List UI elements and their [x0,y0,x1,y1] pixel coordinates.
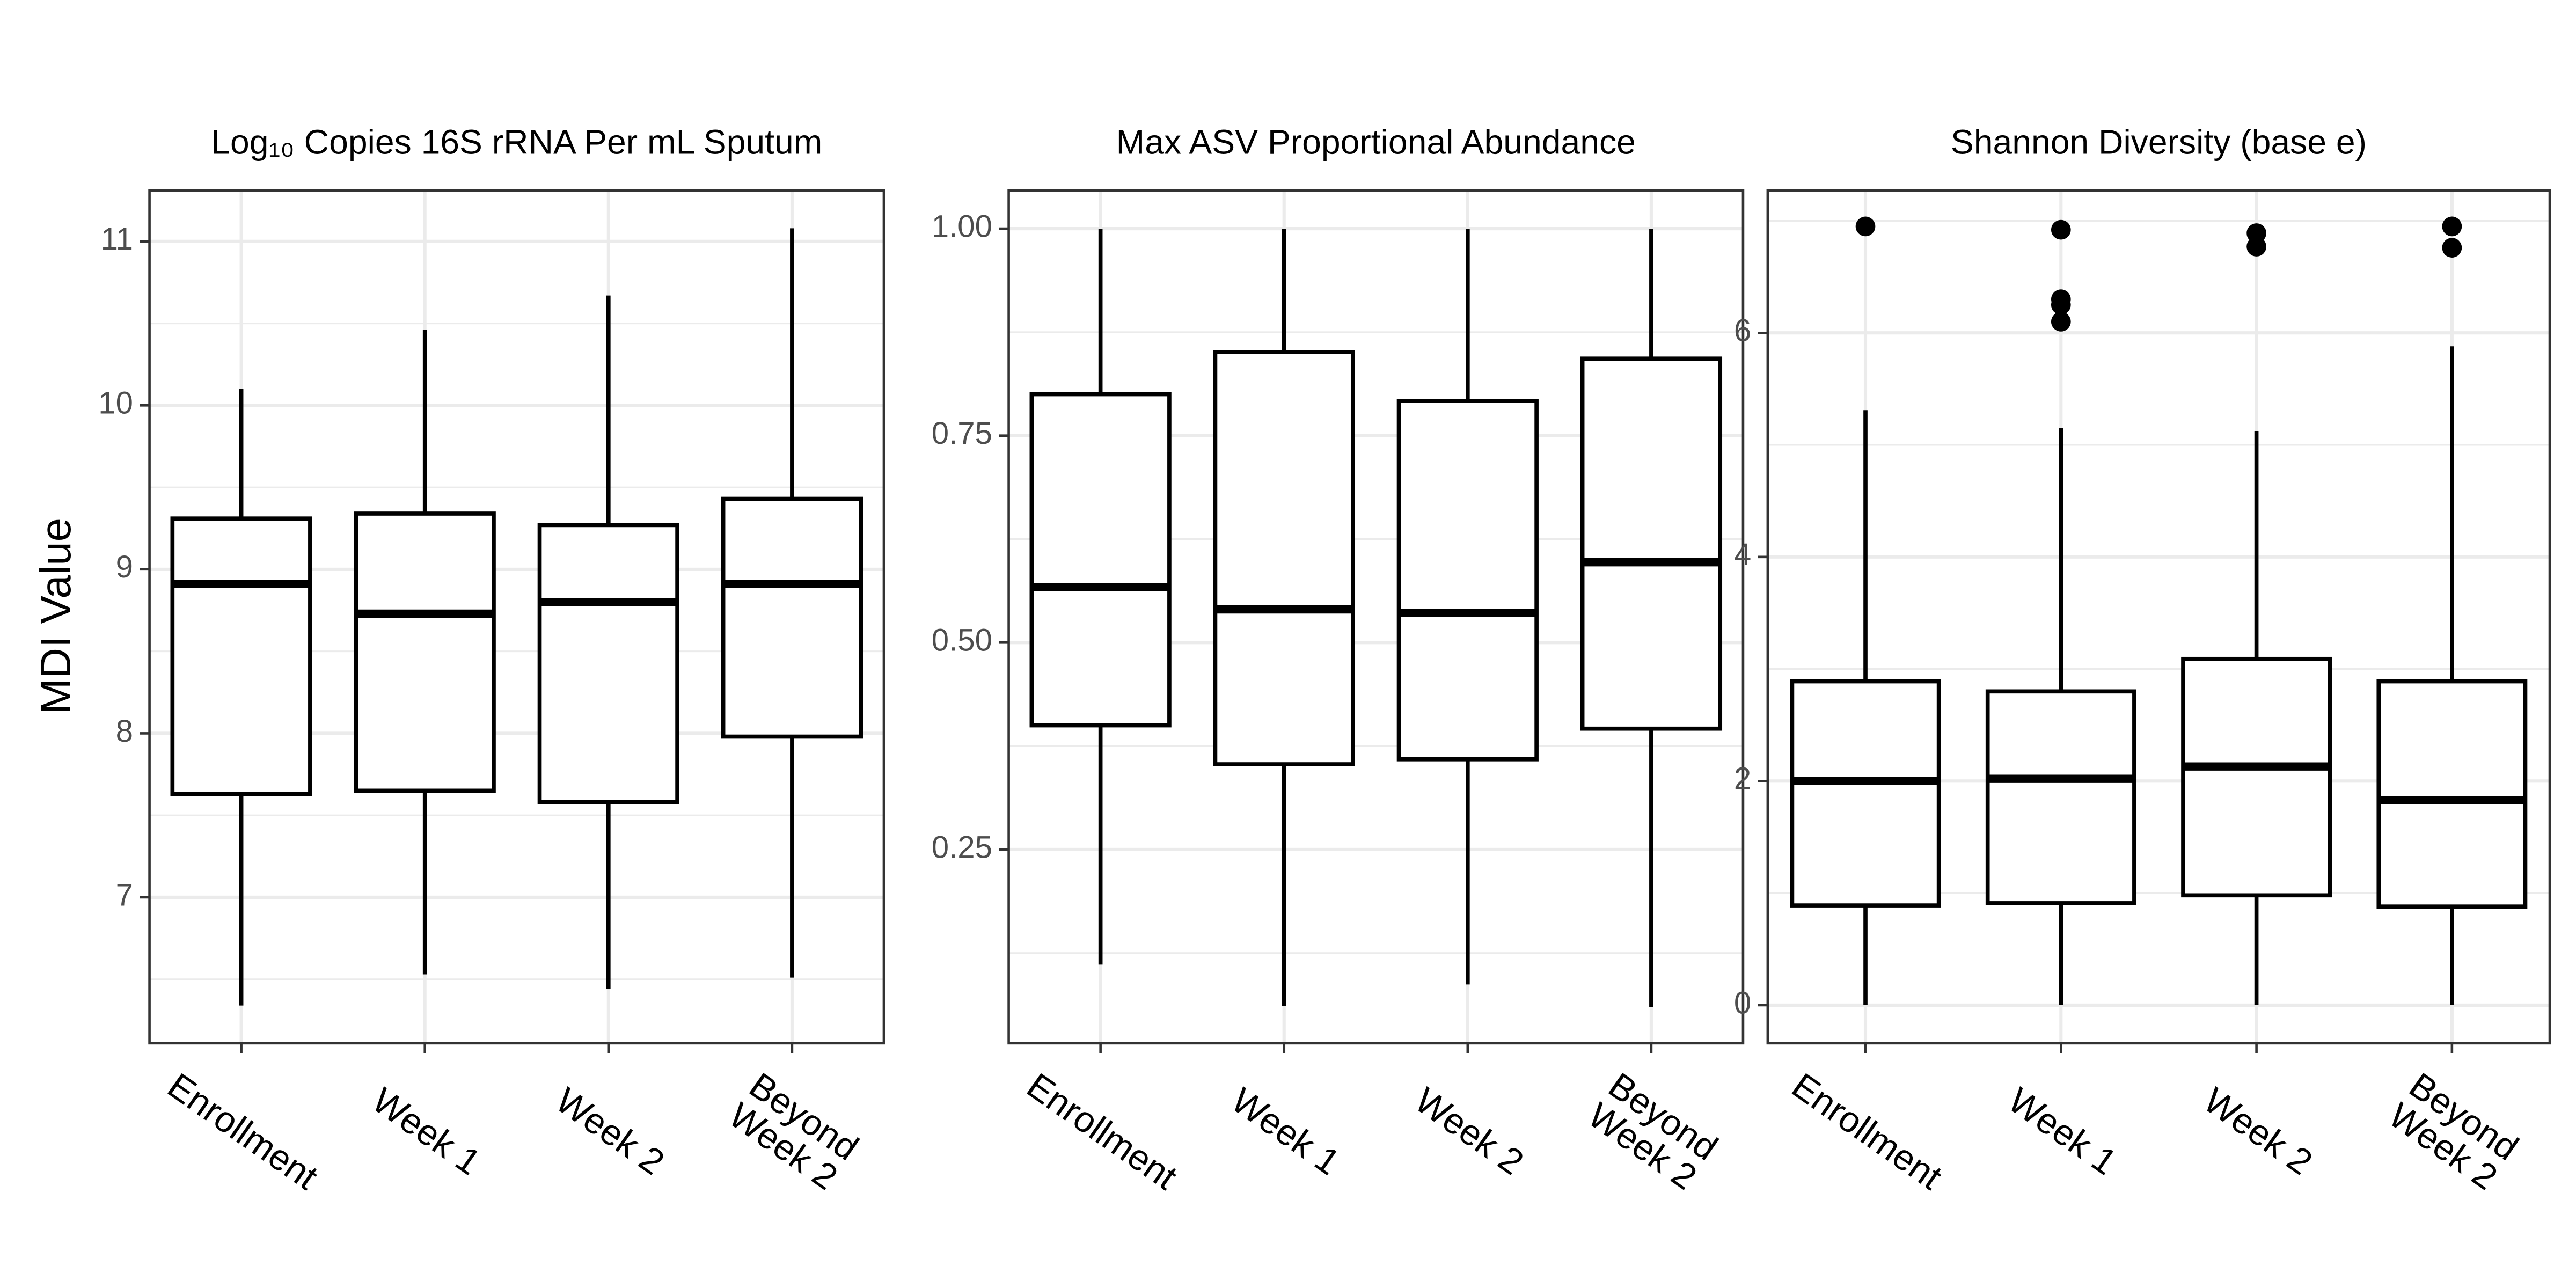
box [1790,679,1941,908]
y-tick-label: 9 [116,550,133,584]
panel-border [1766,189,2551,1045]
y-tick-label: 8 [116,714,133,749]
y-tick-label: 6 [1734,313,1751,348]
y-tick-label: 7 [116,877,133,912]
box [2376,679,2528,909]
box [170,516,312,796]
outlier [2246,237,2266,257]
box [721,496,863,739]
y-tick-label: 4 [1734,537,1751,572]
box [1580,356,1723,731]
y-tick-label: 2 [1734,762,1751,796]
panel-title: Shannon Diversity (base e) [1951,122,2367,161]
box [1213,350,1355,766]
panel-title: Log₁₀ Copies 16S rRNA Per mL Sputum [211,122,822,161]
y-tick-label: 0 [1734,985,1751,1020]
outlier [2442,238,2462,258]
box [1396,399,1539,762]
y-tick-label: 0.50 [932,623,992,658]
outlier [2051,312,2071,332]
panel: Shannon Diversity (base e)0246Enrollment… [1734,122,2551,1198]
panel-title: Max ASV Proportional Abundance [1116,122,1636,161]
box [354,511,496,793]
outlier [1855,216,1876,237]
y-tick-label: 0.75 [932,416,992,451]
panel-border [1007,189,1745,1045]
outlier [2051,295,2071,315]
panel-border [148,189,885,1045]
outlier [2442,216,2462,237]
y-tick-label: 1.00 [932,209,992,244]
y-tick-label: 10 [98,386,133,421]
box [2181,656,2332,898]
box [537,523,679,804]
box [1029,392,1172,728]
box [1985,689,2136,905]
y-tick-label: 0.25 [932,830,992,865]
outlier [2051,219,2071,240]
y-tick-label: 11 [101,222,133,257]
y-axis-label: MDI Value [32,518,79,714]
